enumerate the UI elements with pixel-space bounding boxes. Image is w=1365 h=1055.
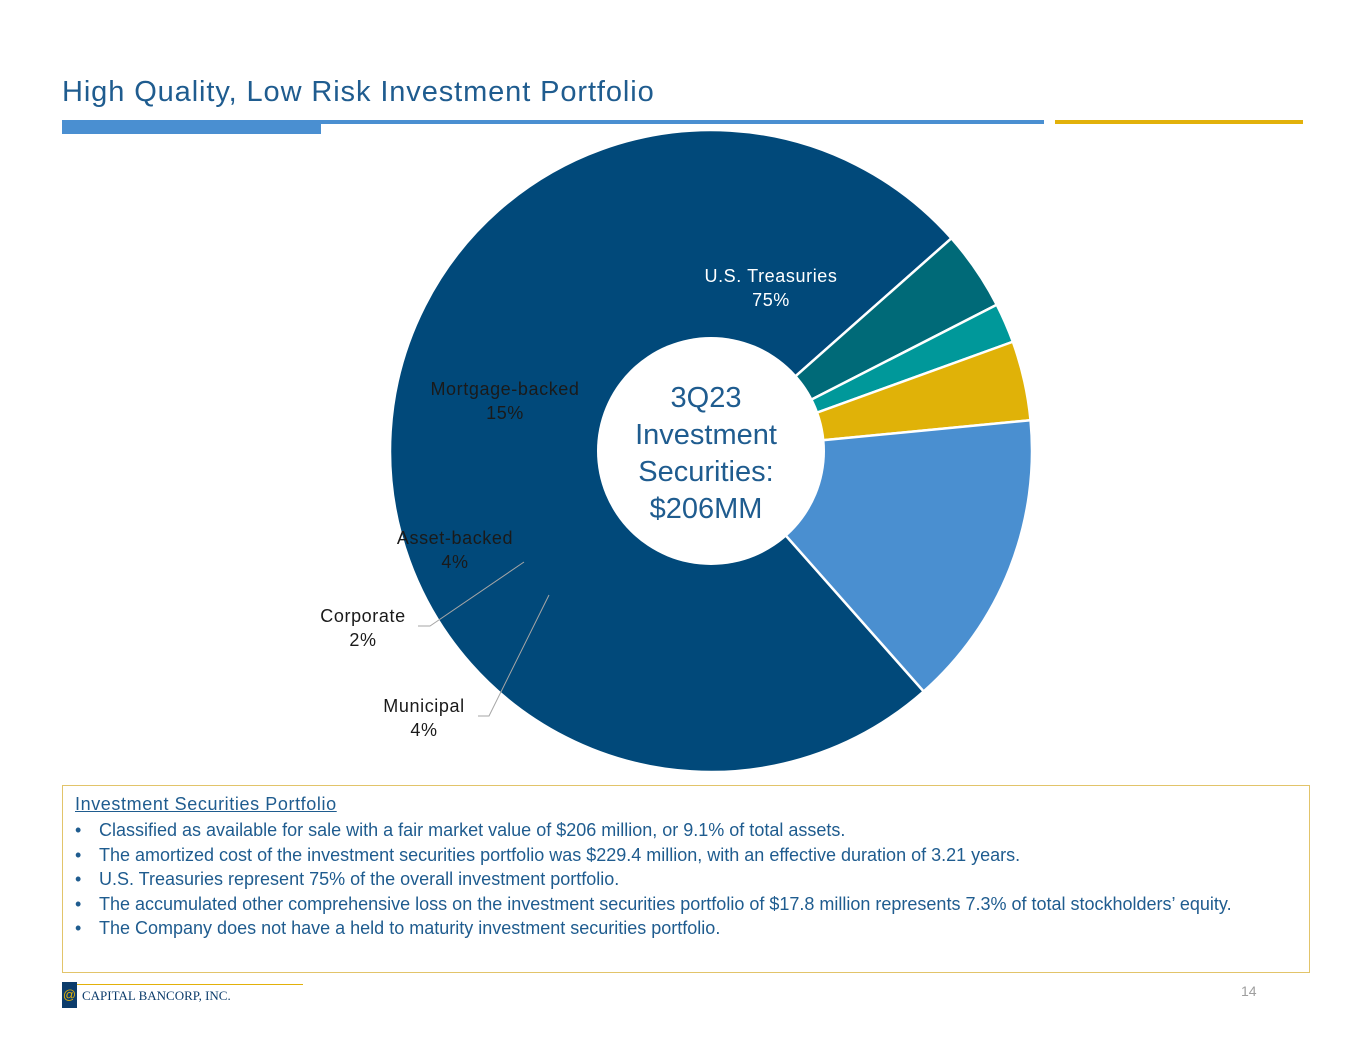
- title-underline-accent: [62, 121, 321, 134]
- info-bullet: The accumulated other comprehensive loss…: [75, 892, 1297, 917]
- investment-portfolio-donut-chart: U.S. Treasuries 75% Municipal 4% Corporate 2%…: [320, 128, 1034, 774]
- slice-label-asset-backed: Asset-backed 4%: [397, 528, 513, 572]
- logo-rule: [77, 984, 303, 985]
- info-bullet: Classified as available for sale with a …: [75, 818, 1297, 843]
- leader-line-corporate: [418, 561, 525, 627]
- leader-lines: [418, 561, 550, 717]
- slice-label-corporate: Corporate 2%: [320, 606, 405, 650]
- title-underline-gold: [1055, 120, 1303, 124]
- center-label-line: 3Q23: [671, 382, 742, 414]
- info-bullet: The amortized cost of the investment sec…: [75, 843, 1297, 868]
- donut-slices: [388, 128, 1034, 774]
- slice-label-municipal: Municipal 4%: [383, 696, 464, 740]
- info-box: Investment Securities Portfolio Classifi…: [62, 785, 1310, 973]
- company-name: CAPITAL BANCORP, INC.: [82, 988, 231, 1003]
- slice-labels: U.S. Treasuries 75% Municipal 4% Corporate 2%…: [320, 266, 837, 740]
- page-number: 14: [1241, 983, 1257, 999]
- info-bullet: The Company does not have a held to matu…: [75, 916, 1297, 941]
- slice-label-u-s-treasuries: U.S. Treasuries 75%: [704, 266, 837, 310]
- logo-swirl-icon: @: [62, 982, 77, 1008]
- page-title: High Quality, Low Risk Investment Portfo…: [62, 76, 655, 108]
- info-bullet-list: Classified as available for sale with a …: [75, 818, 1297, 941]
- center-label-line: $206MM: [650, 493, 763, 525]
- info-bullet: U.S. Treasuries represent 75% of the ove…: [75, 867, 1297, 892]
- title-underline-blue: [62, 120, 1044, 124]
- slice-label-mortgage-backed: Mortgage-backed 15%: [430, 379, 579, 423]
- donut-center-label: 3Q23 Investment Securities: $206MM: [635, 382, 777, 525]
- donut-hole: [597, 337, 825, 565]
- leader-line-municipal: [478, 594, 550, 717]
- center-label-line: Securities:: [638, 456, 773, 488]
- center-label-line: Investment: [635, 419, 777, 451]
- info-heading: Investment Securities Portfolio: [75, 794, 337, 814]
